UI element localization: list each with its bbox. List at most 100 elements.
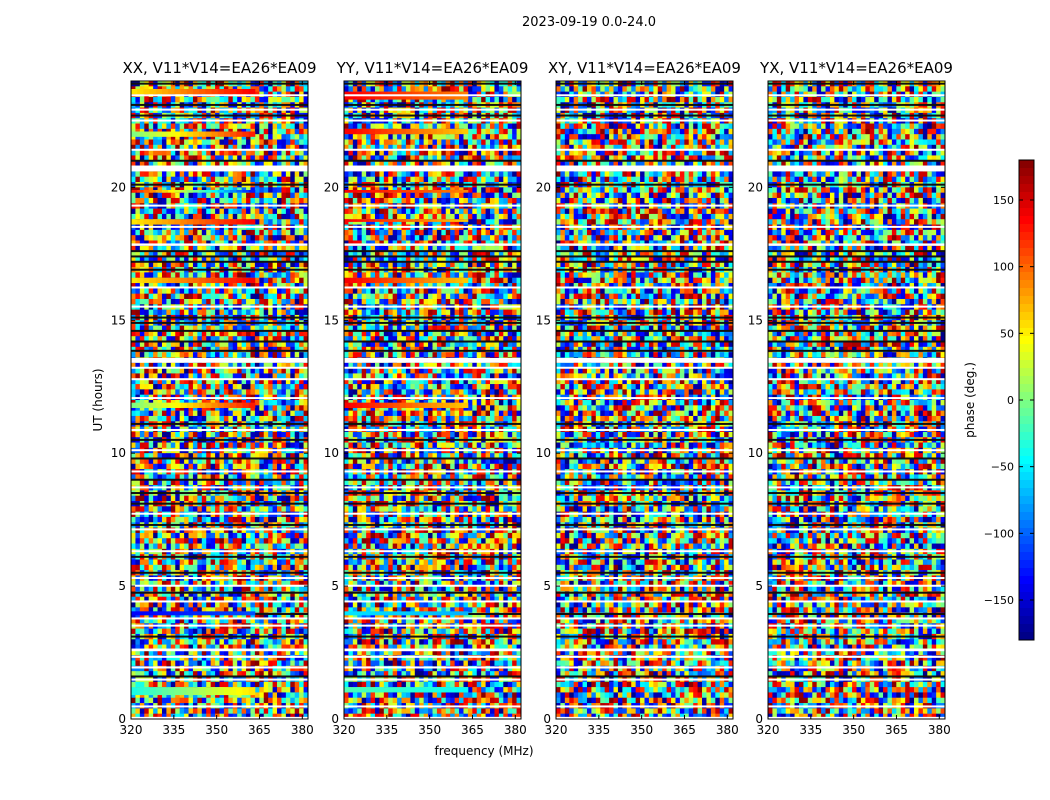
heatmap-cell — [299, 681, 304, 688]
heatmap-cell — [188, 410, 194, 417]
heatmap-cell — [179, 431, 185, 438]
heatmap-cell — [263, 708, 269, 715]
data-gap — [131, 648, 308, 652]
heatmap-cell — [175, 384, 181, 390]
coherent-phase-band — [131, 687, 138, 696]
heatmap-cell — [175, 176, 181, 183]
flagged-row — [131, 250, 308, 253]
heatmap-cell — [219, 288, 225, 295]
heatmap-cell — [170, 368, 176, 374]
heatmap-cell — [268, 208, 273, 215]
heatmap-cell — [206, 431, 212, 438]
coherent-phase-band — [131, 277, 138, 284]
heatmap-cell — [153, 229, 158, 236]
heatmap-cell — [263, 495, 269, 502]
heatmap-cell — [197, 660, 203, 667]
heatmap-cell — [148, 352, 154, 358]
heatmap-cell — [285, 506, 291, 513]
heatmap-cell — [201, 368, 207, 374]
heatmap-cell — [285, 442, 291, 449]
heatmap-cell — [148, 538, 154, 544]
heatmap-cell — [166, 602, 172, 608]
heatmap-cell — [277, 192, 282, 199]
coherent-phase-band — [180, 277, 188, 284]
heatmap-cell — [223, 543, 229, 550]
heatmap-cell — [188, 171, 194, 178]
heatmap-cell — [144, 628, 150, 635]
heatmap-cell — [263, 277, 269, 284]
heatmap-cell — [206, 697, 212, 704]
heatmap-cell — [237, 708, 243, 715]
heatmap-cell — [175, 660, 181, 667]
heatmap-cell — [277, 506, 282, 513]
heatmap-cell — [144, 298, 150, 305]
heatmap-cell — [232, 639, 238, 645]
heatmap-cell — [184, 171, 189, 178]
heatmap-cell — [277, 586, 282, 592]
heatmap-cell — [272, 586, 278, 592]
coherent-phase-band — [161, 219, 169, 225]
heatmap-cell — [263, 516, 269, 523]
heatmap-cell — [290, 431, 296, 438]
heatmap-cell — [277, 288, 282, 295]
heatmap-cell — [170, 123, 176, 130]
heatmap-cell — [259, 687, 265, 693]
heatmap-cell — [148, 495, 154, 502]
heatmap-cell — [223, 384, 229, 390]
heatmap-cell — [277, 602, 282, 608]
coherent-phase-band — [192, 277, 200, 284]
heatmap-cell — [294, 197, 300, 204]
heatmap-cell — [166, 150, 172, 156]
heatmap-cell — [184, 559, 189, 566]
heatmap-cell — [237, 139, 243, 146]
heatmap-cell — [201, 352, 207, 358]
heatmap-cell — [206, 559, 212, 566]
heatmap-cell — [215, 298, 220, 305]
heatmap-cell — [237, 150, 243, 156]
heatmap-cell — [281, 86, 287, 93]
heatmap-cell — [246, 415, 251, 422]
heatmap-cell — [241, 602, 247, 608]
heatmap-cell — [254, 538, 260, 544]
heatmap-cell — [237, 171, 243, 178]
heatmap-cell — [206, 235, 212, 241]
heatmap-cell — [166, 298, 172, 305]
heatmap-cell — [290, 564, 296, 571]
heatmap-cell — [179, 506, 185, 513]
heatmap-cell — [272, 150, 278, 156]
heatmap-cell — [254, 192, 260, 199]
heatmap-cell — [294, 405, 300, 412]
heatmap-cell — [170, 559, 176, 566]
heatmap-cell — [197, 602, 203, 608]
heatmap-cell — [215, 538, 220, 544]
heatmap-cell — [148, 171, 154, 178]
heatmap-cell — [259, 697, 265, 704]
heatmap-cell — [135, 628, 141, 635]
heatmap-cell — [281, 410, 287, 417]
heatmap-cell — [294, 187, 300, 194]
heatmap-cell — [241, 708, 247, 715]
heatmap-cell — [157, 681, 163, 688]
heatmap-cell — [201, 272, 207, 279]
heatmap-cell — [192, 368, 198, 374]
heatmap-cell — [294, 128, 300, 135]
heatmap-cell — [131, 229, 136, 236]
heatmap-cell — [184, 538, 189, 544]
coherent-phase-band — [217, 131, 225, 137]
heatmap-cell — [250, 442, 256, 449]
heatmap-cell — [197, 272, 203, 279]
heatmap-cell — [268, 532, 273, 539]
heatmap-cell — [277, 538, 282, 544]
heatmap-cell — [237, 309, 243, 316]
heatmap-cell — [166, 564, 172, 571]
heatmap-cell — [144, 463, 150, 470]
heatmap-cell — [179, 229, 185, 236]
heatmap-cell — [219, 389, 225, 396]
heatmap-cell — [299, 463, 304, 470]
heatmap-cell — [157, 415, 163, 422]
heatmap-cell — [139, 150, 145, 156]
heatmap-cell — [246, 352, 251, 358]
heatmap-cell — [277, 564, 282, 571]
coherent-phase-band — [230, 88, 237, 95]
